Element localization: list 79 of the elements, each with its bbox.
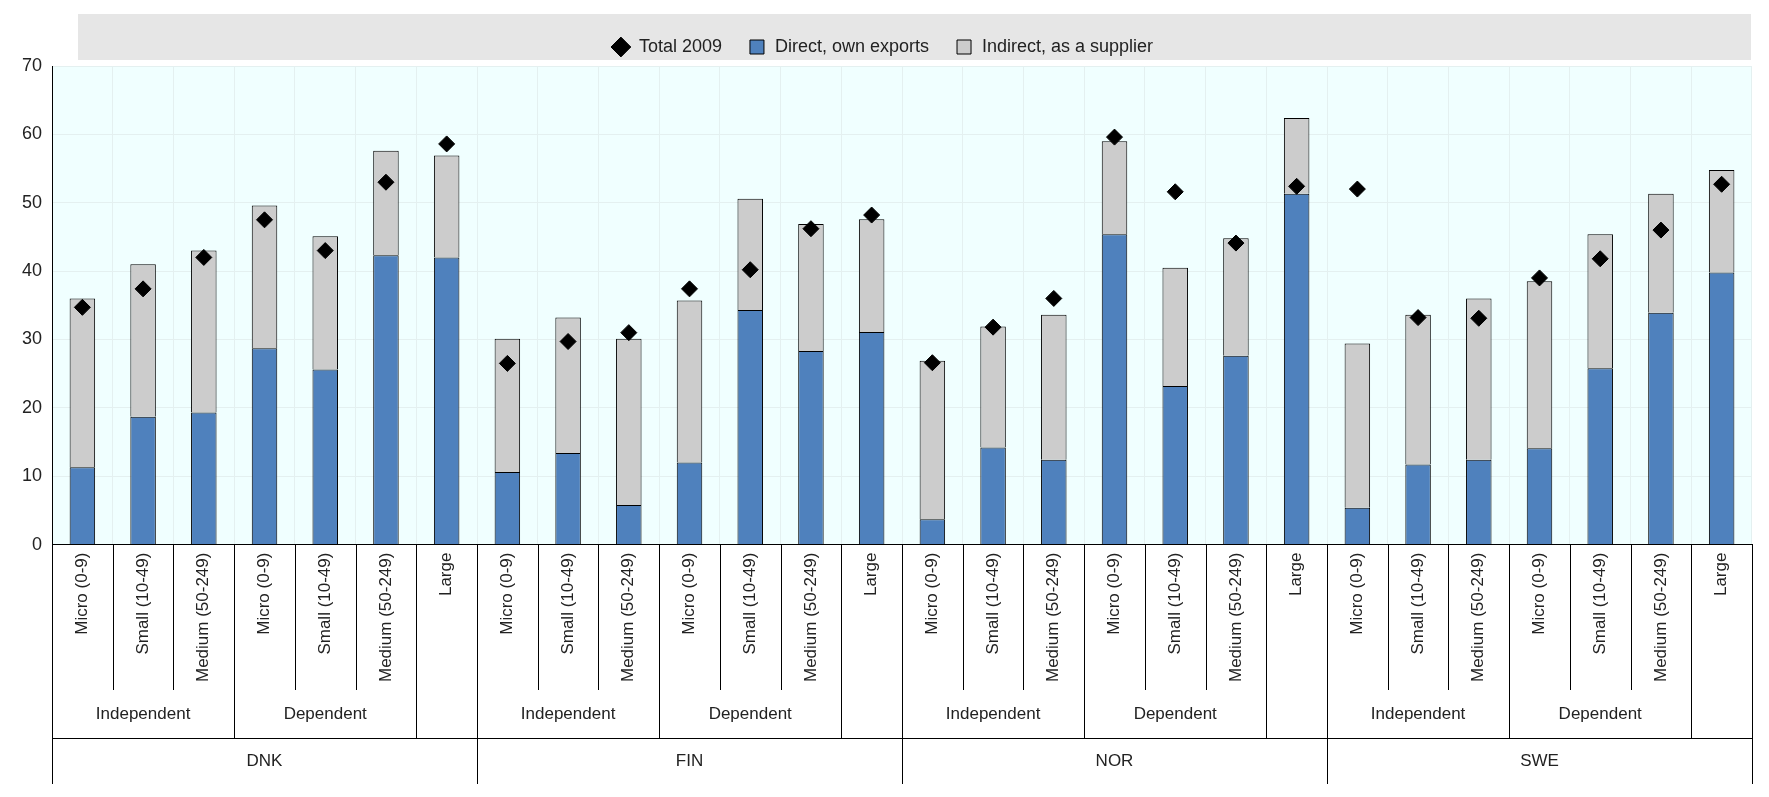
- point: [438, 135, 456, 153]
- point: [1470, 309, 1488, 327]
- point: [1348, 180, 1366, 198]
- x-tick-label: Small (10-49): [1164, 552, 1184, 655]
- legend-label: Indirect, as a supplier: [982, 35, 1154, 56]
- text: Independent: [95, 703, 191, 723]
- point: [681, 280, 699, 298]
- legend-label: Total 2009: [638, 35, 722, 56]
- y-tick-label: 20: [21, 396, 43, 417]
- x-tick-label: Micro (0-9): [922, 552, 942, 635]
- y-tick-label: 60: [21, 123, 43, 144]
- point: [1531, 269, 1548, 287]
- point: [1652, 221, 1670, 239]
- x-tick-label: Small (10-49): [314, 552, 334, 655]
- text: NOR: [1095, 750, 1134, 770]
- point: [802, 220, 820, 238]
- x-tick-label: Medium (50-249): [800, 552, 820, 683]
- x-tick-label: Large: [861, 552, 881, 597]
- point: [256, 211, 274, 229]
- x-tick-label: Medium (50-249): [1650, 552, 1670, 683]
- text: FIN: [675, 750, 704, 770]
- text: SWE: [1520, 750, 1559, 770]
- text: Independent: [1370, 703, 1466, 723]
- point: [134, 280, 152, 298]
- y-tick-label: 70: [21, 54, 43, 75]
- text: Dependent: [1133, 703, 1218, 723]
- point: [863, 206, 881, 224]
- point: [1591, 250, 1609, 268]
- x-tick-label: Micro (0-9): [254, 552, 274, 635]
- legend-label: Direct, own exports: [774, 35, 930, 56]
- point: [1106, 128, 1124, 146]
- point: [923, 354, 941, 372]
- point: [1166, 183, 1184, 201]
- x-tick-label: Micro (0-9): [1529, 552, 1549, 635]
- x-tick-label: Medium (50-249): [1468, 552, 1488, 683]
- x-tick-label: Small (10-49): [132, 552, 152, 655]
- x-tick-label: Large: [436, 552, 456, 597]
- point: [1409, 309, 1427, 327]
- y-tick-label: 40: [21, 260, 43, 281]
- text: Independent: [520, 703, 616, 723]
- point: [741, 261, 759, 279]
- x-tick-label: Micro (0-9): [497, 552, 517, 635]
- x-tick-label: Large: [1711, 552, 1731, 597]
- point: [620, 324, 638, 342]
- text: Dependent: [708, 703, 793, 723]
- point: [559, 333, 577, 351]
- point: [316, 242, 334, 260]
- x-tick-label: Micro (0-9): [72, 552, 92, 635]
- x-tick-label: Medium (50-249): [1225, 552, 1245, 683]
- point: [1713, 175, 1731, 193]
- y-tick-label: 10: [21, 465, 43, 486]
- x-tick-label: Medium (50-249): [375, 552, 395, 683]
- y-tick-label: 30: [21, 328, 43, 349]
- point: [984, 318, 1002, 336]
- x-tick-label: Medium (50-249): [193, 552, 213, 683]
- point: [195, 248, 213, 266]
- x-tick-label: Micro (0-9): [1104, 552, 1124, 635]
- x-tick-label: Small (10-49): [557, 552, 577, 655]
- text: Dependent: [283, 703, 368, 723]
- y-tick-label: 0: [32, 533, 43, 554]
- x-tick-label: Micro (0-9): [679, 552, 699, 635]
- point: [377, 173, 395, 191]
- text: Independent: [945, 703, 1041, 723]
- text: Dependent: [1558, 703, 1643, 723]
- x-tick-label: Small (10-49): [1407, 552, 1427, 655]
- x-tick-label: Large: [1286, 552, 1306, 597]
- point: [73, 298, 91, 316]
- x-tick-label: Small (10-49): [982, 552, 1002, 655]
- x-tick-label: Medium (50-249): [618, 552, 638, 683]
- y-tick-label: 50: [21, 191, 43, 212]
- text: DNK: [246, 750, 284, 770]
- x-tick-label: Small (10-49): [739, 552, 759, 655]
- x-tick-label: Medium (50-249): [1043, 552, 1063, 683]
- x-tick-label: Small (10-49): [1589, 552, 1609, 655]
- point: [1227, 234, 1245, 252]
- point: [1045, 289, 1063, 307]
- point: [498, 354, 516, 372]
- point: [1288, 177, 1306, 195]
- x-tick-label: Micro (0-9): [1347, 552, 1367, 635]
